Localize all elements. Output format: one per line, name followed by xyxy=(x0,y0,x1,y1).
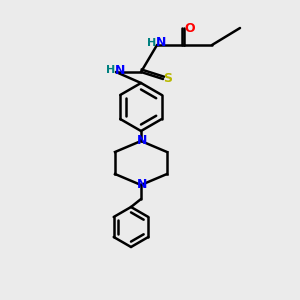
Text: H: H xyxy=(147,38,157,48)
Text: H: H xyxy=(106,65,116,75)
Text: N: N xyxy=(156,37,166,50)
Text: O: O xyxy=(185,22,195,34)
Text: S: S xyxy=(164,71,172,85)
Text: N: N xyxy=(137,134,147,148)
Text: N: N xyxy=(137,178,147,191)
Text: N: N xyxy=(115,64,125,76)
